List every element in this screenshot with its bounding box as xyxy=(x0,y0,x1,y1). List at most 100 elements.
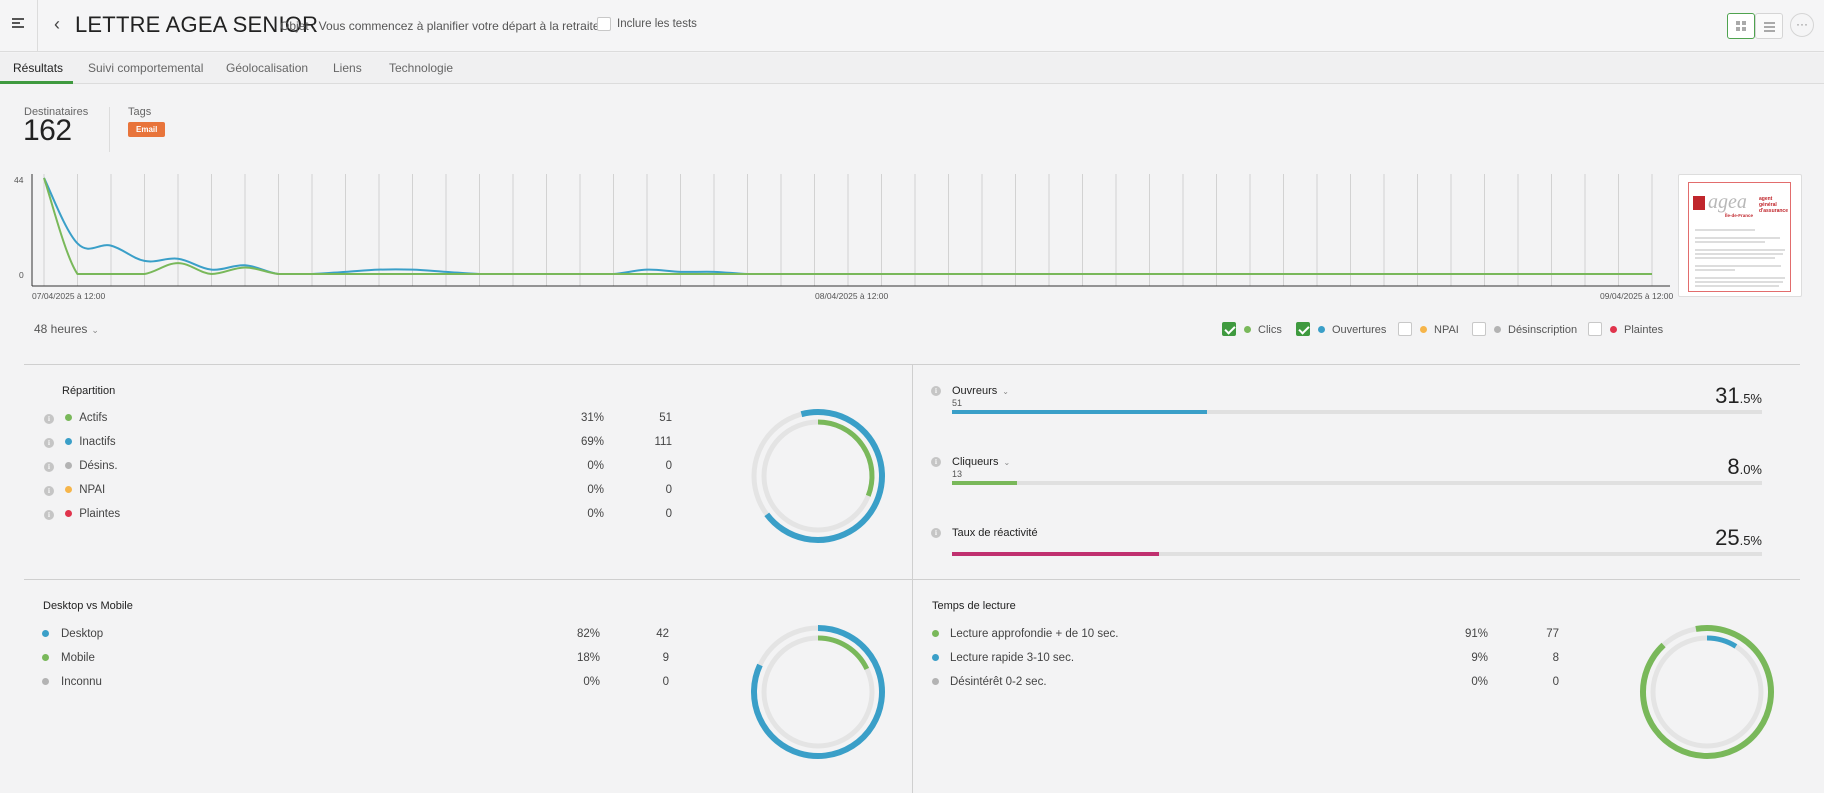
item-label: Mobile xyxy=(61,652,95,664)
more-options-button[interactable]: ··· xyxy=(1790,13,1814,37)
metric-dropdown[interactable]: Ouvreurs ⌄ xyxy=(952,385,1009,397)
status-dot-icon xyxy=(42,678,49,685)
list-view-button[interactable] xyxy=(1755,13,1783,39)
info-icon[interactable]: i xyxy=(931,386,941,396)
item-count: 0 xyxy=(665,460,672,472)
status-dot-icon xyxy=(42,630,49,637)
tab-suivi-comportemental[interactable]: Suivi comportemental xyxy=(88,61,204,75)
item-percent: 9% xyxy=(1471,652,1488,664)
info-icon[interactable]: i xyxy=(44,510,54,520)
page-title: LETTRE AGEA SENIOR xyxy=(75,12,319,37)
legend-checkbox[interactable] xyxy=(1222,322,1236,336)
info-icon[interactable]: i xyxy=(44,462,54,472)
item-count: 111 xyxy=(654,436,672,448)
list-item: Lecture rapide 3-10 sec. xyxy=(932,652,1074,664)
item-percent: 0% xyxy=(587,484,604,496)
item-count: 0 xyxy=(1552,676,1559,688)
donut-arc-actifs xyxy=(817,419,875,497)
legend-desinscription[interactable]: Désinscription xyxy=(1472,322,1577,336)
repartition-donut xyxy=(751,409,885,543)
legend-checkbox[interactable] xyxy=(1398,322,1412,336)
repartition-title: Répartition xyxy=(62,385,116,397)
legend-dot-icon xyxy=(1494,326,1501,333)
item-count: 0 xyxy=(662,676,669,688)
email-preview-page: agea agent général d'assurance Île-de-Fr… xyxy=(1688,182,1791,292)
legend-clics[interactable]: Clics xyxy=(1222,322,1282,336)
agea-logo-tagline: agent général d'assurance xyxy=(1759,196,1788,214)
metric-label: Cliqueurs xyxy=(952,456,999,468)
info-icon[interactable]: i xyxy=(44,486,54,496)
item-label: Lecture rapide 3-10 sec. xyxy=(950,652,1075,664)
item-label: Inconnu xyxy=(61,676,102,688)
info-icon[interactable]: i xyxy=(931,528,941,538)
status-dot-icon xyxy=(65,438,73,445)
item-label: Lecture approfondie + de 10 sec. xyxy=(950,628,1119,640)
status-dot-icon xyxy=(65,486,73,493)
time-range-value: 48 heures xyxy=(34,322,88,336)
item-count: 77 xyxy=(1546,628,1559,640)
tag-badge[interactable]: Email xyxy=(128,122,166,137)
include-tests-toggle[interactable]: Inclure les tests xyxy=(597,17,697,31)
list-item: Mobile xyxy=(42,652,95,664)
metric-value: 8.0% xyxy=(1727,454,1762,480)
list-item: Inconnu xyxy=(42,676,102,688)
item-count: 42 xyxy=(656,628,669,640)
grid-view-button[interactable] xyxy=(1727,13,1755,39)
x-tick-label: 09/04/2025 à 12:00 xyxy=(1600,291,1674,301)
metric-value: 31.5% xyxy=(1715,383,1762,409)
tab-technologie[interactable]: Technologie xyxy=(389,61,454,75)
preview-text-line xyxy=(1695,249,1785,251)
status-dot-icon xyxy=(932,630,939,637)
item-count: 9 xyxy=(662,652,669,664)
include-tests-label: Inclure les tests xyxy=(617,18,697,31)
progress-track xyxy=(952,481,1762,485)
chevron-down-icon: ⌄ xyxy=(91,325,99,335)
time-range-dropdown[interactable]: 48 heures ⌄ xyxy=(34,322,99,336)
item-percent: 31% xyxy=(580,412,604,424)
legend-dot-icon xyxy=(1420,326,1427,333)
progress-track xyxy=(952,410,1762,414)
menu-icon[interactable] xyxy=(12,18,24,28)
progress-fill xyxy=(952,410,1208,414)
preview-text-line xyxy=(1695,241,1765,243)
item-percent: 0% xyxy=(583,676,600,688)
info-icon[interactable]: i xyxy=(44,414,54,424)
legend-checkbox[interactable] xyxy=(1472,322,1486,336)
legend-label: NPAI xyxy=(1434,324,1459,336)
top-bar: ‹ LETTRE AGEA SENIOR Objet : Vous commen… xyxy=(0,0,1824,52)
legend-dot-icon xyxy=(1318,326,1325,333)
back-arrow-icon[interactable]: ‹ xyxy=(54,14,60,34)
metric-dropdown[interactable]: Cliqueurs ⌄ xyxy=(952,456,1010,468)
legend-label: Plaintes xyxy=(1624,324,1664,336)
info-icon[interactable]: i xyxy=(44,438,54,448)
metric-value: 25.5% xyxy=(1715,525,1762,551)
legend-checkbox[interactable] xyxy=(1296,322,1310,336)
agea-logo-text: agea xyxy=(1708,191,1747,213)
tab-resultats[interactable]: Résultats xyxy=(13,61,64,75)
item-percent: 0% xyxy=(587,508,604,520)
progress-fill xyxy=(952,552,1159,556)
reading-title: Temps de lecture xyxy=(932,600,1016,612)
tab-geolocalisation[interactable]: Géolocalisation xyxy=(226,61,309,75)
status-dot-icon xyxy=(65,462,73,469)
metric-value-dec: .0% xyxy=(1739,462,1762,477)
chart-gridlines xyxy=(43,174,1653,286)
donut-arc-mobile xyxy=(817,635,870,671)
devices-title: Desktop vs Mobile xyxy=(43,600,133,612)
metric-label: Ouvreurs xyxy=(952,385,998,397)
email-subject: Objet : Vous commencez à planifier votre… xyxy=(280,19,610,33)
preview-text-line xyxy=(1695,281,1783,283)
tab-liens[interactable]: Liens xyxy=(333,61,362,75)
legend-plaintes[interactable]: Plaintes xyxy=(1588,322,1663,336)
item-label: Plaintes xyxy=(79,508,121,520)
item-percent: 91% xyxy=(1464,628,1488,640)
preview-text-line xyxy=(1695,229,1755,231)
y-tick-max: 44 xyxy=(14,175,24,185)
info-icon[interactable]: i xyxy=(931,457,941,467)
legend-ouvertures[interactable]: Ouvertures xyxy=(1296,322,1386,336)
legend-label: Clics xyxy=(1258,324,1282,336)
include-tests-checkbox[interactable] xyxy=(597,17,611,31)
email-preview-thumbnail[interactable]: agea agent général d'assurance Île-de-Fr… xyxy=(1678,174,1802,297)
legend-npai[interactable]: NPAI xyxy=(1398,322,1459,336)
legend-checkbox[interactable] xyxy=(1588,322,1602,336)
